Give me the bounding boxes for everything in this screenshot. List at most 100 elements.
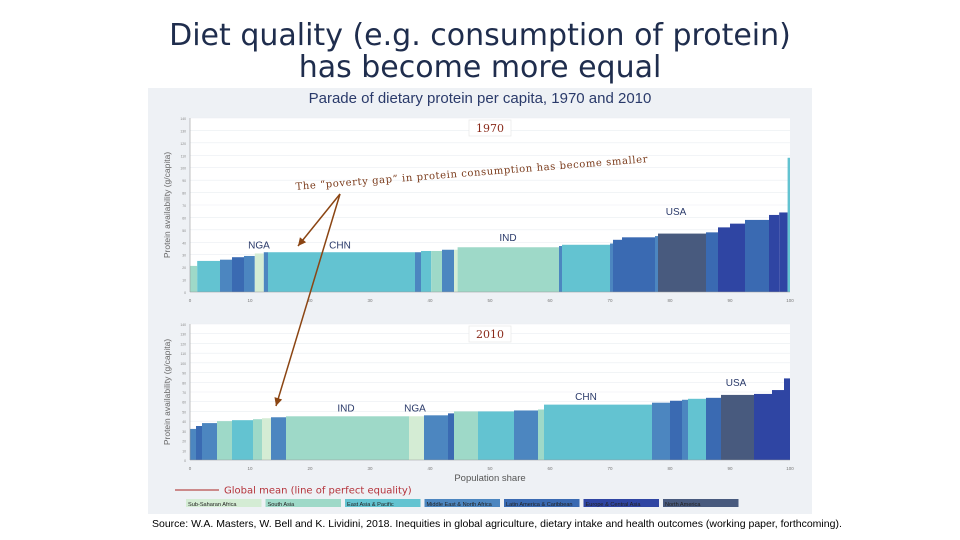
bar-segment-1970 (769, 214, 780, 292)
y-tick-label-1970: 20 (182, 266, 186, 270)
x-tick-label-2010: 0 (189, 466, 192, 471)
bar-segment-1970 (190, 265, 198, 292)
x-axis-title: Population share (454, 473, 525, 484)
legend-label: Europe & Central Asia (586, 502, 642, 508)
y-tick-label-1970: 40 (182, 241, 186, 245)
bar-segment-1970 (220, 259, 232, 292)
x-tick-label-2010: 10 (247, 466, 253, 471)
arrow-to-2010-head (274, 397, 283, 406)
bar-segment-1970 (613, 239, 622, 292)
legend-label: Sub-Saharan Africa (188, 502, 237, 508)
bar-segment-2010 (754, 393, 772, 460)
y-tick-label-2010: 60 (182, 401, 186, 405)
bar-segment-2010 (196, 426, 202, 460)
bar-segment-2010 (652, 402, 670, 460)
country-label-ind-2010: IND (337, 403, 354, 414)
legend-swatch (424, 499, 500, 507)
bar-segment-2010 (454, 411, 478, 460)
y-tick-label-2010: 50 (182, 410, 186, 414)
bar-segment-1970 (431, 250, 442, 292)
y-tick-label-2010: 110 (181, 352, 187, 356)
x-tick-label-1970: 70 (607, 298, 613, 303)
y-tick-label-2010: 40 (182, 420, 186, 424)
x-tick-label-1970: 60 (547, 298, 553, 303)
y-tick-label-1970: 140 (180, 117, 186, 121)
bar-segment-2010 (286, 416, 409, 460)
bar-segment-1970 (244, 255, 255, 292)
y-tick-label-2010: 80 (182, 381, 186, 385)
bar-segment-2010 (514, 410, 538, 460)
bar-segment-2010 (721, 394, 754, 460)
y-tick-label-1970: 110 (181, 154, 187, 158)
bar-segment-1970 (730, 223, 745, 292)
y-tick-label-1970: 60 (182, 216, 186, 220)
bar-segment-1970 (559, 246, 562, 292)
bar-segment-2010 (706, 397, 721, 460)
bar-segment-1970 (779, 212, 788, 292)
bar-segment-2010 (262, 418, 271, 460)
bar-segment-1970 (706, 232, 718, 292)
legend-swatch (186, 499, 262, 507)
y-tick-label-2010: 70 (182, 391, 186, 395)
bar-segment-1970 (718, 227, 730, 292)
panel-year-label-2010: 2010 (476, 328, 504, 341)
panel-year-box-2010 (468, 325, 512, 343)
y-tick-label-2010: 140 (180, 323, 186, 327)
bar-segment-1970 (610, 243, 613, 292)
source-citation: Source: W.A. Masters, W. Bell and K. Liv… (152, 518, 842, 530)
x-tick-label-2010: 80 (667, 466, 673, 471)
panel-year-label-1970: 1970 (476, 122, 504, 135)
panel-year-box-1970 (468, 119, 512, 137)
bar-segment-1970 (655, 236, 658, 292)
y-tick-label-1970: 100 (180, 167, 186, 171)
bar-segment-1970 (622, 237, 655, 292)
y-tick-label-2010: 20 (182, 440, 186, 444)
country-label-nga-2010: NGA (404, 403, 426, 414)
bar-segment-1970 (562, 244, 592, 292)
y-tick-label-1970: 80 (182, 192, 186, 196)
bar-segment-2010 (253, 419, 262, 460)
legend-swatch (663, 499, 739, 507)
legend-swatch (265, 499, 341, 507)
bar-segment-1970 (268, 252, 415, 292)
x-tick-label-1970: 80 (667, 298, 673, 303)
protein-parade-chart: Parade of dietary protein per capita, 19… (148, 88, 812, 514)
bar-segment-1970 (457, 247, 559, 292)
y-tick-label-2010: 10 (182, 449, 186, 453)
x-tick-label-2010: 50 (487, 466, 493, 471)
bar-segment-2010 (202, 423, 217, 460)
y-tick-label-1970: 130 (180, 129, 186, 133)
bar-segment-2010 (448, 413, 454, 460)
country-label-ind-1970: IND (499, 233, 516, 244)
x-tick-label-1970: 10 (247, 298, 253, 303)
x-tick-label-1970: 90 (727, 298, 733, 303)
y-tick-label-2010: 0 (184, 459, 186, 463)
legend-label: Middle East & North Africa (427, 502, 493, 508)
y-tick-label-1970: 50 (182, 229, 186, 233)
country-label-nga-1970: NGA (248, 241, 270, 252)
x-tick-label-2010: 70 (607, 466, 613, 471)
bar-segment-2010 (190, 428, 196, 460)
bar-segment-1970 (745, 219, 769, 292)
legend-label: Latin America & Caribbean (506, 502, 573, 508)
bar-segment-2010 (772, 390, 784, 460)
bar-segment-1970 (787, 157, 790, 292)
legend-label: South Asia (268, 502, 296, 508)
slide-title-line1: Diet quality (e.g. consumption of protei… (169, 18, 791, 53)
bar-segment-2010 (271, 417, 286, 460)
bar-segment-1970 (232, 257, 244, 292)
bar-segment-2010 (688, 398, 706, 460)
bar-segment-2010 (682, 399, 688, 460)
y-tick-label-1970: 0 (184, 291, 186, 295)
x-tick-label-1970: 50 (487, 298, 493, 303)
y-tick-label-1970: 30 (182, 254, 186, 258)
x-tick-label-2010: 40 (427, 466, 433, 471)
y-tick-label-2010: 100 (180, 362, 186, 366)
mean-line-label: Global mean (line of perfect equality) (224, 486, 412, 497)
y-tick-label-1970: 10 (182, 279, 186, 283)
bar-segment-1970 (421, 250, 432, 292)
bar-segment-2010 (232, 420, 253, 460)
y-tick-label-2010: 90 (182, 372, 186, 376)
bar-segment-2010 (538, 409, 544, 460)
y-tick-label-1970: 120 (180, 142, 186, 146)
